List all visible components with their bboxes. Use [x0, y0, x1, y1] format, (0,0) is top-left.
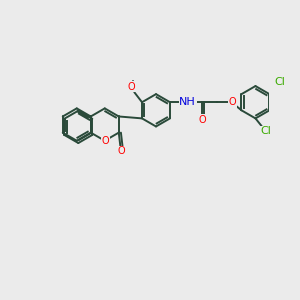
Text: Cl: Cl: [274, 77, 285, 87]
Text: O: O: [128, 82, 135, 92]
Text: O: O: [199, 115, 206, 125]
Text: O: O: [229, 97, 236, 107]
Text: O: O: [102, 136, 109, 146]
Text: O: O: [117, 146, 125, 156]
Text: Cl: Cl: [260, 127, 271, 136]
Text: NH: NH: [179, 97, 196, 107]
